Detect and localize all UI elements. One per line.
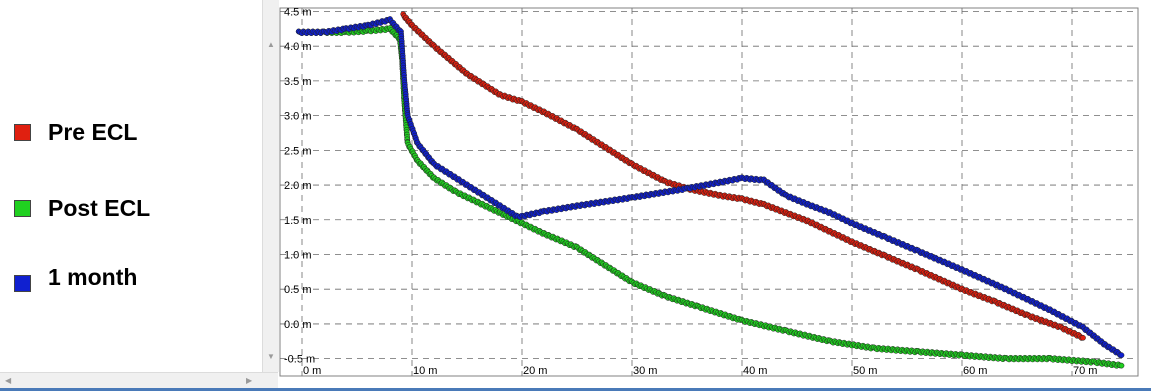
legend-swatch-post-ecl (14, 200, 31, 217)
y-tick-label: 4.0 m (284, 41, 312, 53)
data-point (1080, 334, 1086, 341)
x-tick-label: 40 m (743, 365, 767, 377)
y-tick-label: 0.0 m (284, 319, 312, 331)
x-tick-label: 10 m (413, 365, 437, 377)
scroll-up-icon[interactable]: ▲ (267, 40, 275, 49)
y-tick-label: 2.0 m (284, 180, 312, 192)
legend-item-1-month: 1 month (14, 263, 137, 292)
window-bottom-strip (0, 388, 1151, 391)
legend-item-post-ecl: Post ECL (14, 195, 150, 222)
x-tick-label: 20 m (523, 365, 547, 377)
data-point (1118, 352, 1125, 359)
legend-label-1-month: 1 month (48, 264, 138, 290)
y-tick-label: -0.5 m (284, 354, 315, 366)
scroll-down-icon[interactable]: ▼ (267, 352, 275, 361)
legend-label-post-ecl: Post ECL (48, 195, 151, 221)
legend-label-pre-ecl: Pre ECL (48, 119, 138, 145)
legend-panel: Pre ECL Post ECL 1 month (0, 0, 263, 391)
legend-item-pre-ecl: Pre ECL (14, 119, 137, 146)
scroll-right-icon[interactable]: ▶ (246, 376, 253, 385)
y-tick-label: 2.5 m (284, 145, 312, 157)
y-tick-label: 3.5 m (284, 76, 312, 88)
x-tick-label: 50 m (853, 365, 877, 377)
legend-horizontal-scrollbar[interactable]: ◀ ▶ (0, 372, 278, 389)
series-pre-ecl (400, 11, 1086, 341)
legend-swatch-1-month (14, 275, 31, 292)
x-tick-label: 30 m (633, 365, 657, 377)
x-tick-label: 70 m (1073, 365, 1097, 377)
data-point (1118, 362, 1125, 369)
profile-chart: -0.5 m 0.0 m 0.5 m 1.0 m 1.5 m 2.0 m 2.5 m 3.0 … (279, 6, 1139, 377)
x-tick-label: 0 m (303, 365, 321, 377)
y-tick-label: 1.5 m (284, 215, 312, 227)
series-1-month (295, 16, 1125, 359)
y-tick-label: 0.5 m (284, 284, 312, 296)
scroll-left-icon[interactable]: ◀ (5, 376, 12, 385)
legend-swatch-pre-ecl (14, 124, 31, 141)
legend-vertical-scrollbar[interactable]: ▲ ▼ (262, 0, 279, 372)
y-tick-label: 4.5 m (284, 6, 312, 18)
y-tick-label: 1.0 m (284, 249, 312, 261)
x-tick-label: 60 m (963, 365, 987, 377)
y-tick-label: 3.0 m (284, 111, 312, 123)
